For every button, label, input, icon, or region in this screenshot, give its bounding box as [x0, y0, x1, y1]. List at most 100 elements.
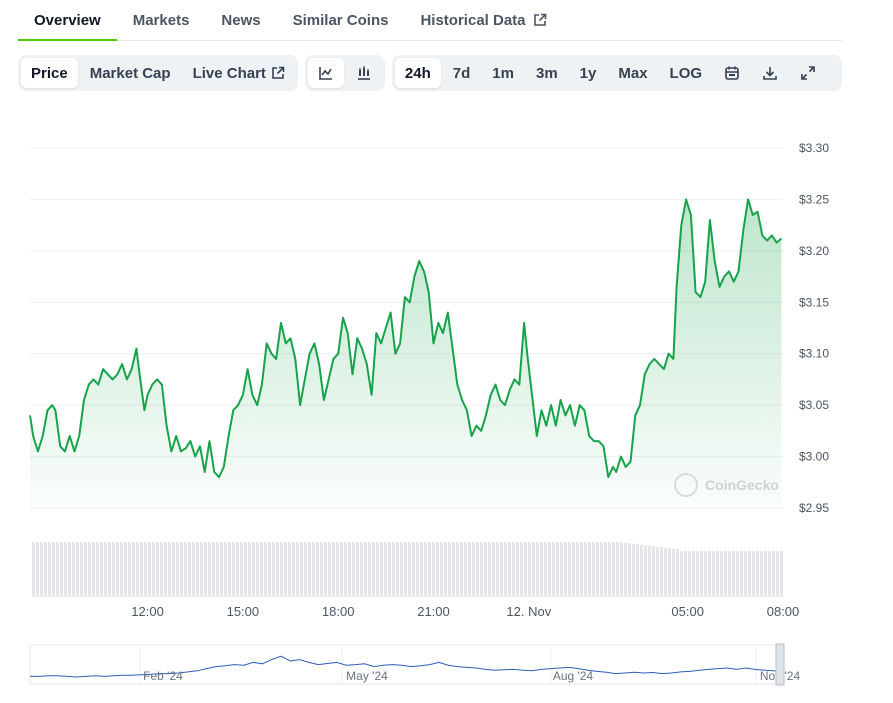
- volume-bar: [88, 542, 91, 597]
- y-tick-label: $3.05: [799, 398, 829, 412]
- volume-bar: [204, 542, 207, 597]
- volume-bar: [616, 542, 619, 597]
- volume-bar: [540, 542, 543, 597]
- volume-bar: [692, 551, 695, 597]
- metric-live-chart-button[interactable]: Live Chart: [183, 58, 295, 88]
- volume-bar: [504, 542, 507, 597]
- fullscreen-button[interactable]: [790, 58, 826, 88]
- tab-news[interactable]: News: [205, 0, 276, 40]
- download-button[interactable]: [752, 58, 788, 88]
- chart-toolbar: Price Market Cap Live Chart 24h 7d 1m 3m 1y Max…: [18, 55, 842, 91]
- volume-bar: [772, 551, 775, 597]
- tab-overview[interactable]: Overview: [18, 0, 117, 41]
- candlestick-chart-button[interactable]: [346, 58, 382, 88]
- volume-bar: [260, 542, 263, 597]
- volume-bar: [588, 542, 591, 597]
- volume-bar: [308, 542, 311, 597]
- tab-historical-data[interactable]: Historical Data: [404, 0, 562, 40]
- tab-label: Markets: [132, 11, 190, 29]
- volume-bar: [224, 542, 227, 597]
- volume-bar: [56, 542, 59, 597]
- volume-bar: [776, 551, 779, 597]
- tab-similar-coins[interactable]: Similar Coins: [277, 0, 405, 40]
- navigator-label: May '24: [346, 669, 388, 683]
- volume-bar: [688, 551, 691, 597]
- y-tick-label: $3.10: [799, 347, 829, 361]
- volume-bar: [132, 542, 135, 597]
- volume-bar: [464, 542, 467, 597]
- range-3m-button[interactable]: 3m: [526, 58, 568, 88]
- volume-bar: [764, 551, 767, 597]
- button-label: 7d: [452, 64, 471, 82]
- volume-bar: [296, 542, 299, 597]
- volume-bar: [536, 542, 539, 597]
- volume-bar: [420, 542, 423, 597]
- volume-bar: [392, 542, 395, 597]
- volume-bar: [292, 542, 295, 597]
- volume-bar: [220, 542, 223, 597]
- navigator-frame[interactable]: [29, 644, 784, 685]
- volume-bar: [728, 551, 731, 597]
- volume-bar: [636, 544, 639, 597]
- volume-bar: [40, 542, 43, 597]
- volume-bar: [92, 542, 95, 597]
- volume-bar: [336, 542, 339, 597]
- price-chart-svg[interactable]: $3.30 $3.25 $3.20 $3.15 $3.10 $3.05 $3.00 $2.95…: [0, 120, 893, 703]
- range-1y-button[interactable]: 1y: [570, 58, 607, 88]
- metric-price-button[interactable]: Price: [21, 58, 78, 88]
- price-chart[interactable]: $3.30 $3.25 $3.20 $3.15 $3.10 $3.05 $3.00 $2.95…: [0, 120, 893, 703]
- calendar-button[interactable]: [714, 58, 750, 88]
- price-line[interactable]: [29, 198, 783, 479]
- volume-bar: [340, 542, 343, 597]
- range-1m-button[interactable]: 1m: [482, 58, 524, 88]
- coingecko-watermark: CoinGecko: [674, 473, 779, 497]
- volume-bar: [48, 542, 51, 597]
- navigator-handle[interactable]: [775, 643, 785, 686]
- volume-bar: [544, 542, 547, 597]
- volume-bar: [32, 542, 35, 597]
- volume-bar: [556, 542, 559, 597]
- volume-bar: [684, 551, 687, 597]
- volume-bar: [696, 551, 699, 597]
- y-tick-label: $2.95: [799, 501, 829, 515]
- volume-bar: [412, 542, 415, 597]
- volume-bar: [444, 542, 447, 597]
- volume-bar: [560, 542, 563, 597]
- volume-bar: [100, 542, 103, 597]
- volume-bar: [520, 542, 523, 597]
- volume-bar: [620, 542, 623, 597]
- volume-bar: [208, 542, 211, 597]
- volume-bar: [460, 542, 463, 597]
- fullscreen-icon: [801, 66, 815, 80]
- volume-bar: [448, 542, 451, 597]
- volume-bar: [372, 542, 375, 597]
- volume-bar: [436, 542, 439, 597]
- volume-bar: [96, 542, 99, 597]
- volume-bar: [156, 542, 159, 597]
- volume-bar: [424, 542, 427, 597]
- volume-bar: [200, 542, 203, 597]
- volume-bar: [104, 542, 107, 597]
- y-tick-label: $3.20: [799, 244, 829, 258]
- volume-bar: [528, 542, 531, 597]
- y-tick-label: $3.00: [799, 450, 829, 464]
- range-max-button[interactable]: Max: [608, 58, 657, 88]
- tab-markets[interactable]: Markets: [117, 0, 206, 40]
- volume-bar: [268, 542, 271, 597]
- volume-bar: [64, 542, 67, 597]
- volume-bar: [780, 551, 783, 597]
- volume-bar: [596, 542, 599, 597]
- volume-bar: [516, 542, 519, 597]
- range-7d-button[interactable]: 7d: [443, 58, 481, 88]
- volume-bar: [216, 542, 219, 597]
- metric-market-cap-button[interactable]: Market Cap: [80, 58, 181, 88]
- volume-bar: [276, 542, 279, 597]
- line-chart-button[interactable]: [307, 58, 344, 88]
- volume-bar: [664, 547, 667, 597]
- range-log-button[interactable]: LOG: [660, 58, 713, 88]
- volume-bar: [44, 542, 47, 597]
- volume-bar: [348, 542, 351, 597]
- volume-bar: [552, 542, 555, 597]
- range-24h-button[interactable]: 24h: [394, 58, 441, 88]
- x-tick-label: 21:00: [417, 604, 450, 619]
